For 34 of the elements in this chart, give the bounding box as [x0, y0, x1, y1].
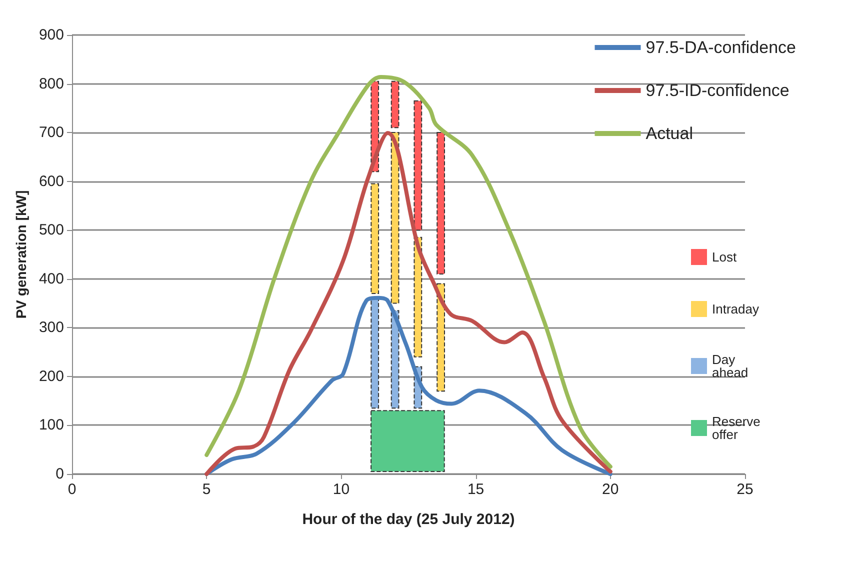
legend-label: Reserve offer: [712, 414, 764, 442]
legend-label: 97.5-DA-confidence: [646, 38, 796, 57]
y-tick-label: 200: [38, 368, 64, 385]
x-tick-label: 15: [467, 481, 484, 498]
bar: [436, 132, 445, 275]
bar: [370, 183, 380, 294]
legend-label: Lost: [712, 250, 737, 264]
y-tick-label: 600: [38, 172, 64, 190]
y-tick-label: 900: [38, 26, 64, 44]
y-tick-label: 400: [38, 270, 64, 288]
y-tick-label: 800: [38, 75, 64, 92]
bar: [390, 80, 400, 128]
line-series: [204, 74, 612, 469]
x-tick-label: 5: [202, 481, 211, 498]
x-axis-title: Hour of the day (25 July 2012): [302, 511, 515, 528]
y-tick-label: 100: [38, 416, 64, 434]
y-tick-label: 300: [38, 319, 64, 336]
x-tick-label: 25: [736, 481, 754, 498]
x-tick-label: 10: [332, 481, 350, 498]
bar: [390, 132, 400, 304]
y-tick-label: 500: [38, 222, 64, 239]
bar: [414, 100, 422, 231]
y-axis-title: PV generation [kW]: [13, 190, 29, 319]
bar: [436, 283, 445, 392]
legend-label: Day ahead: [712, 352, 748, 380]
x-tick-label: 0: [68, 481, 76, 498]
legend-label: Actual: [646, 124, 693, 143]
bar: [414, 236, 422, 358]
legend-label: Intraday: [712, 302, 760, 316]
y-tick-label: 0: [56, 466, 64, 482]
line-series: [204, 131, 612, 476]
x-tick-label: 20: [602, 481, 619, 498]
legend-label: 97.5-ID-confidence: [646, 81, 790, 100]
y-tick-label: 700: [38, 124, 64, 142]
